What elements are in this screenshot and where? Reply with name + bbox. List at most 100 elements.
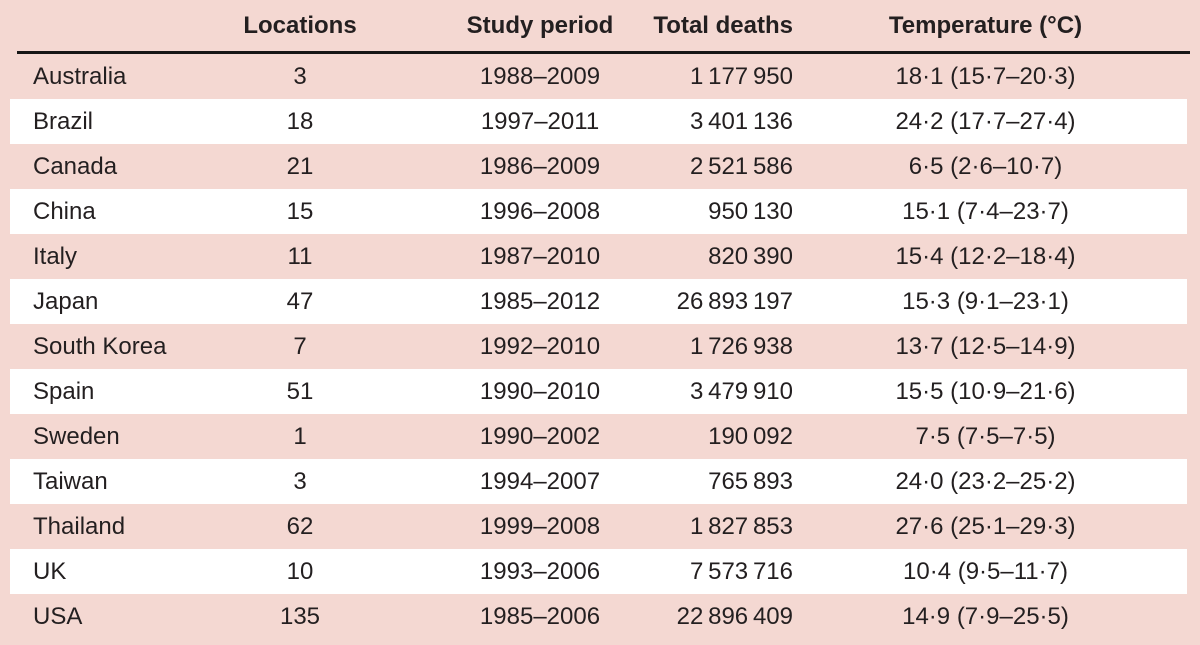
cell-locations: 62 [286,512,314,540]
cell-temperature: 24·0 (23·2–25·2) [895,467,1076,495]
cell-total-deaths: 765 893 [708,467,840,496]
table-row-canada: Canada 21 1986–2009 2 521 586 6·5 (2·6–10·7) [10,144,1187,189]
cell-temperature: 24·2 (17·7–27·4) [895,107,1076,135]
cell-locations: 47 [286,287,314,315]
cell-temperature: 15·1 (7·4–23·7) [902,197,1069,225]
table-row-usa: USA 135 1985–2006 22 896 409 14·9 (7·9–25·5) [10,594,1187,639]
cell-total-deaths-value: 7 573 716 [689,557,793,585]
cell-total-deaths-value: 950 130 [708,197,793,225]
table-row-japan: Japan 47 1985–2012 26 893 197 15·3 (9·1–23·1… [10,279,1187,324]
cell-locations: 15 [286,197,314,225]
cell-study-period: 1988–2009 [479,62,601,90]
cell-total-deaths-value: 22 896 409 [676,602,793,630]
cell-locations: 10 [286,557,314,585]
table-row-thailand: Thailand 62 1999–2008 1 827 853 27·6 (25·1–2… [10,504,1187,549]
cell-total-deaths: 22 896 409 [677,603,840,631]
cell-study-period: 1999–2008 [479,512,601,540]
cell-total-deaths-value: 1 177 950 [689,62,793,90]
cell-country: Australia [33,62,127,90]
cell-total-deaths-value: 2 521 586 [689,152,793,180]
table-row-taiwan: Taiwan 3 1994–2007 765 893 24·0 (23·2–25·2) [10,459,1187,504]
cell-temperature: 14·9 (7·9–25·5) [902,602,1069,630]
cell-locations: 1 [293,422,307,450]
cell-locations: 3 [293,467,307,495]
cell-total-deaths: 3 401 136 [690,108,840,136]
cell-country: USA [33,602,83,630]
cell-total-deaths: 1 827 853 [690,513,840,541]
cell-total-deaths-value: 1 726 938 [689,332,793,360]
cell-country: Japan [33,287,99,315]
col-header-total-deaths-label: Total deaths [653,11,793,39]
col-header-locations: Locations [243,11,357,39]
cell-temperature: 15·3 (9·1–23·1) [902,287,1069,315]
cell-country: South Korea [33,332,167,360]
cell-total-deaths: 1 726 938 [690,333,840,361]
cell-temperature: 6·5 (2·6–10·7) [908,152,1063,180]
cell-country: Thailand [33,512,126,540]
cell-total-deaths: 820 390 [708,242,840,271]
cell-study-period: 1990–2010 [479,377,601,405]
cell-study-period: 1996–2008 [479,197,601,225]
cell-country: Italy [33,242,78,270]
cell-country: UK [33,557,67,585]
table-header-row: Locations Study period Total deaths Temp… [10,0,1187,51]
table-row-italy: Italy 11 1987–2010 820 390 15·4 (12·2–18·4) [10,234,1187,279]
cell-study-period: 1985–2006 [479,602,601,630]
cell-total-deaths: 1 177 950 [690,63,840,91]
col-header-total-deaths: Total deaths [653,12,840,40]
cell-locations: 7 [293,332,307,360]
table-row-spain: Spain 51 1990–2010 3 479 910 15·5 (10·9–21·6… [10,369,1187,414]
cell-total-deaths-value: 26 893 197 [676,287,793,315]
cell-locations: 11 [287,242,313,270]
cell-locations: 18 [286,107,314,135]
col-header-study-period: Study period [466,11,614,39]
cell-locations: 3 [293,62,307,90]
cell-total-deaths-value: 190 092 [708,422,793,450]
cell-total-deaths-value: 3 479 910 [689,377,793,405]
cell-temperature: 18·1 (15·7–20·3) [895,62,1076,90]
cell-total-deaths-value: 3 401 136 [689,107,793,135]
cell-study-period: 1997–2011 [480,107,600,135]
cell-country: Spain [33,377,95,405]
cell-study-period: 1986–2009 [479,152,601,180]
cell-total-deaths: 3 479 910 [690,378,840,406]
cell-country: Canada [33,152,118,180]
cell-country: China [33,197,96,225]
table-row-south-korea: South Korea 7 1992–2010 1 726 938 13·7 (12·5… [10,324,1187,369]
header-rule [17,51,1190,54]
cell-temperature: 13·7 (12·5–14·9) [895,332,1076,360]
table-row-brazil: Brazil 18 1997–2011 3 401 136 24·2 (17·7–27·… [10,99,1187,144]
col-header-temperature: Temperature (°C) [888,11,1083,39]
table-row-australia: Australia 3 1988–2009 1 177 950 18·1 (15·7–2… [10,54,1187,99]
table-row-china: China 15 1996–2008 950 130 15·1 (7·4–23·7) [10,189,1187,234]
cell-study-period: 1994–2007 [479,467,601,495]
cell-total-deaths: 7 573 716 [690,558,840,586]
cell-locations: 135 [279,602,321,630]
cell-country: Brazil [33,107,94,135]
cell-total-deaths: 190 092 [708,422,840,451]
cell-total-deaths-value: 765 893 [708,467,793,495]
table-row-uk: UK 10 1993–2006 7 573 716 10·4 (9·5–11·7) [10,549,1187,594]
cell-temperature: 10·4 (9·5–11·7) [903,557,1068,585]
cell-temperature: 15·4 (12·2–18·4) [895,242,1076,270]
cell-total-deaths-value: 1 827 853 [689,512,793,540]
table-row-sweden: Sweden 1 1990–2002 190 092 7·5 (7·5–7·5) [10,414,1187,459]
cell-temperature: 27·6 (25·1–29·3) [895,512,1076,540]
cell-temperature: 7·5 (7·5–7·5) [915,422,1056,450]
cell-locations: 21 [286,152,314,180]
cell-country: Taiwan [33,467,108,495]
cell-total-deaths: 2 521 586 [690,153,840,181]
cell-temperature: 15·5 (10·9–21·6) [895,377,1076,405]
cell-study-period: 1992–2010 [479,332,601,360]
cell-total-deaths: 950 130 [708,197,840,226]
cell-locations: 51 [286,377,314,405]
table-body: Australia 3 1988–2009 1 177 950 18·1 (15·7–2… [0,54,1200,639]
cell-study-period: 1987–2010 [479,242,601,270]
cell-study-period: 1985–2012 [479,287,601,315]
cell-country: Sweden [33,422,120,450]
cell-study-period: 1990–2002 [479,422,601,450]
cell-study-period: 1993–2006 [479,557,601,585]
cell-total-deaths: 26 893 197 [677,288,840,316]
cell-total-deaths-value: 820 390 [708,242,793,270]
